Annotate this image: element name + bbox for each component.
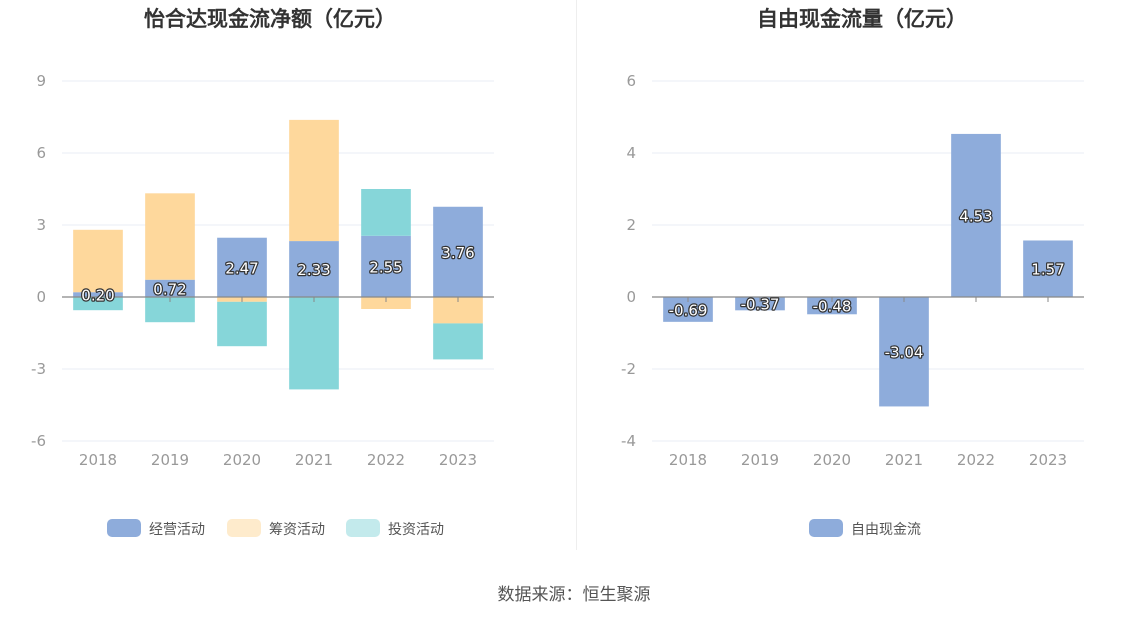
left-x-tick-label: 2021 xyxy=(295,451,333,469)
left-bar-2019-筹资活动 xyxy=(145,193,195,280)
left-bar-2022-投资活动 xyxy=(361,189,411,236)
left-bar-2018-经营活动 xyxy=(73,292,123,297)
right-x-tick-label: 2023 xyxy=(1029,451,1067,469)
left-value-label-2022: 2.55 xyxy=(369,258,402,276)
right-x-tick-label: 2019 xyxy=(741,451,779,469)
data-source: 数据来源：恒生聚源 xyxy=(497,585,651,605)
right-title: 自由现金流量（亿元） xyxy=(757,7,967,31)
left-value-label-2019: 0.72 xyxy=(153,280,186,298)
left-x-tick-label: 2019 xyxy=(151,451,189,469)
right-value-label-2021: -3.04 xyxy=(885,344,924,362)
right-legend-label: 自由现金流 xyxy=(851,522,921,538)
right-value-label-2020: -0.48 xyxy=(813,298,852,316)
right-x-tick-label: 2018 xyxy=(669,451,707,469)
left-bar-2023-投资活动 xyxy=(433,323,483,360)
left-x-tick-label: 2020 xyxy=(223,451,261,469)
left-y-tick-label: 6 xyxy=(36,144,46,162)
left-legend-swatch xyxy=(346,519,380,537)
left-bar-2023-经营活动 xyxy=(433,206,483,297)
right-legend-swatch xyxy=(809,519,843,537)
right-bar-2023-自由现金流 xyxy=(1023,240,1073,297)
left-bar-2020-投资活动 xyxy=(217,301,267,347)
left-value-label-2023: 3.76 xyxy=(441,244,474,262)
right-x-tick-label: 2021 xyxy=(885,451,923,469)
right-y-tick-label: 2 xyxy=(626,216,636,234)
left-y-tick-label: 0 xyxy=(36,288,46,306)
left-x-tick-label: 2023 xyxy=(439,451,477,469)
left-bar-2018-筹资活动 xyxy=(73,229,123,293)
left-value-label-2020: 2.47 xyxy=(225,259,258,277)
right-y-tick-label: 0 xyxy=(626,288,636,306)
right-bar-2022-自由现金流 xyxy=(951,133,1001,297)
cash-flow-net-chart: 怡合达现金流净额（亿元） 9 6 3 0 -3 -6 2018 2019 2020 2021 2022… xyxy=(31,7,494,538)
right-x-tick-label: 2020 xyxy=(813,451,851,469)
left-value-label-2018: 0.20 xyxy=(81,287,114,305)
left-x-tick-label: 2022 xyxy=(367,451,405,469)
right-y-tick-label: -4 xyxy=(621,432,636,450)
left-title: 怡合达现金流净额（亿元） xyxy=(144,7,396,31)
left-value-label-2021: 2.33 xyxy=(297,261,330,279)
right-bar-2021-自由现金流 xyxy=(879,297,929,407)
right-x-tick-label: 2022 xyxy=(957,451,995,469)
right-y-tick-label: 4 xyxy=(626,144,636,162)
left-x-tick-label: 2018 xyxy=(79,451,117,469)
left-bar-2018-投资活动 xyxy=(73,297,123,311)
right-value-label-2019: -0.37 xyxy=(741,296,780,314)
left-bar-2022-筹资活动 xyxy=(361,297,411,309)
right-value-label-2022: 4.53 xyxy=(959,207,992,225)
left-y-tick-label: 3 xyxy=(36,216,46,234)
left-legend-label: 筹资活动 xyxy=(269,521,325,538)
right-y-tick-label: 6 xyxy=(626,72,636,90)
right-value-label-2018: -0.69 xyxy=(669,301,708,319)
left-bar-2020-经营活动 xyxy=(217,237,267,297)
right-bar-2020-自由现金流 xyxy=(807,297,857,315)
left-bar-2021-投资活动 xyxy=(289,297,339,390)
left-bar-2022-经营活动 xyxy=(361,235,411,297)
left-legend-swatch xyxy=(107,519,141,537)
left-legend-label: 经营活动 xyxy=(149,522,205,538)
chart-divider xyxy=(576,0,577,550)
left-y-tick-label: -3 xyxy=(31,360,46,378)
free-cash-flow-chart: 自由现金流量（亿元） 6 4 2 0 -2 -4 2018 2019 2020 2021 2022 20… xyxy=(621,7,1084,538)
left-legend-label: 投资活动 xyxy=(388,522,444,538)
right-value-label-2023: 1.57 xyxy=(1031,261,1064,279)
left-y-tick-label: 9 xyxy=(36,72,46,90)
left-bar-2019-经营活动 xyxy=(145,279,195,297)
right-bar-2019-自由现金流 xyxy=(735,297,785,311)
left-bar-2021-经营活动 xyxy=(289,241,339,297)
left-y-tick-label: -6 xyxy=(31,432,46,450)
right-y-tick-label: -2 xyxy=(621,360,636,378)
left-bar-2021-筹资活动 xyxy=(289,119,339,242)
left-legend-swatch xyxy=(227,519,261,537)
